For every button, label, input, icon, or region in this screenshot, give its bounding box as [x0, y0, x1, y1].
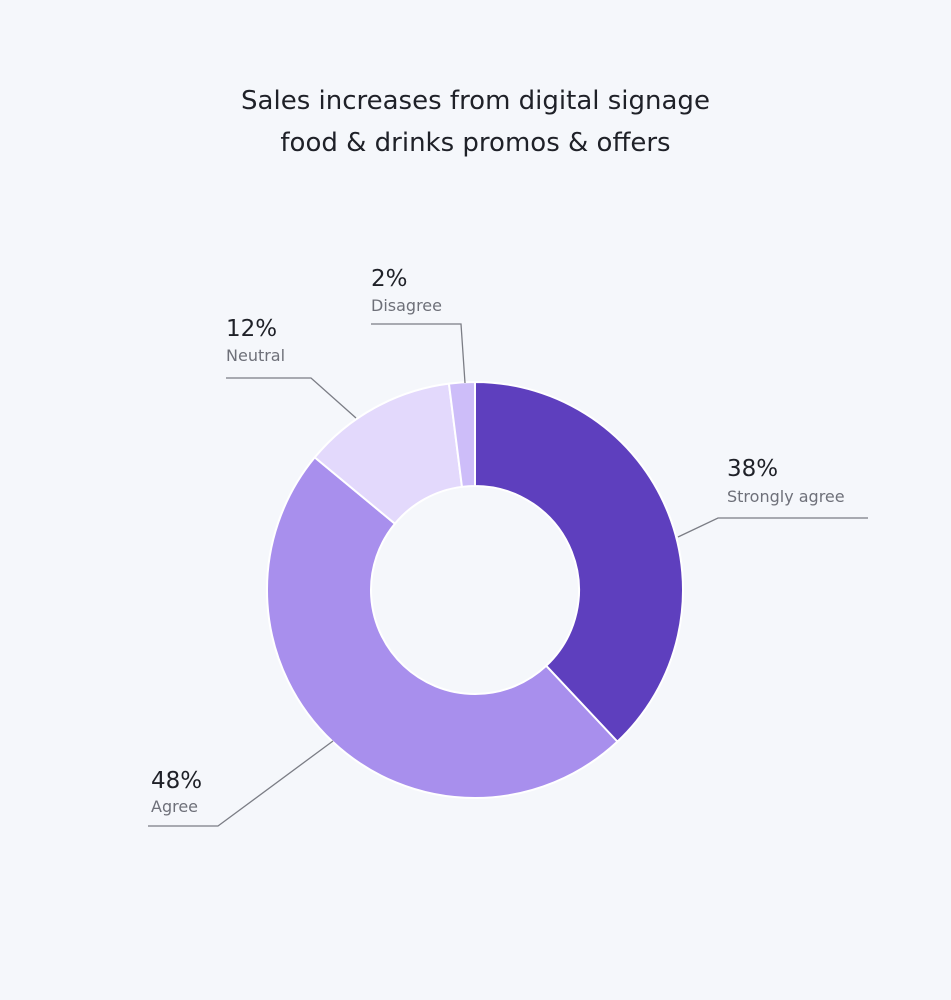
donut-slices: [266, 381, 684, 799]
category-label-neutral: Neutral: [226, 346, 285, 365]
category-label-agree: Agree: [151, 797, 198, 816]
leader-line-agree: [148, 740, 334, 827]
value-label-disagree: 2%: [371, 266, 408, 292]
chart-title: Sales increases from digital signage foo…: [0, 80, 951, 164]
chart-title-line-2: food & drinks promos & offers: [280, 128, 671, 158]
leader-lines: [148, 323, 868, 827]
slice-labels: 38% Strongly agree 48% Agree 12% Neutral 2% Dis…: [151, 266, 845, 816]
value-label-strongly-agree: 38%: [727, 456, 778, 482]
category-label-disagree: Disagree: [371, 296, 442, 315]
value-label-neutral: 12%: [226, 316, 277, 342]
category-label-strongly-agree: Strongly agree: [727, 487, 845, 506]
slice-strongly-agree: [474, 381, 684, 743]
leader-line-disagree: [371, 323, 466, 384]
slice-disagree: [447, 381, 476, 488]
value-label-agree: 48%: [151, 768, 202, 794]
slice-agree: [266, 456, 619, 799]
chart-title-line-1: Sales increases from digital signage: [241, 86, 710, 116]
leader-line-neutral: [226, 377, 357, 419]
leader-line-strongly-agree: [677, 517, 868, 538]
